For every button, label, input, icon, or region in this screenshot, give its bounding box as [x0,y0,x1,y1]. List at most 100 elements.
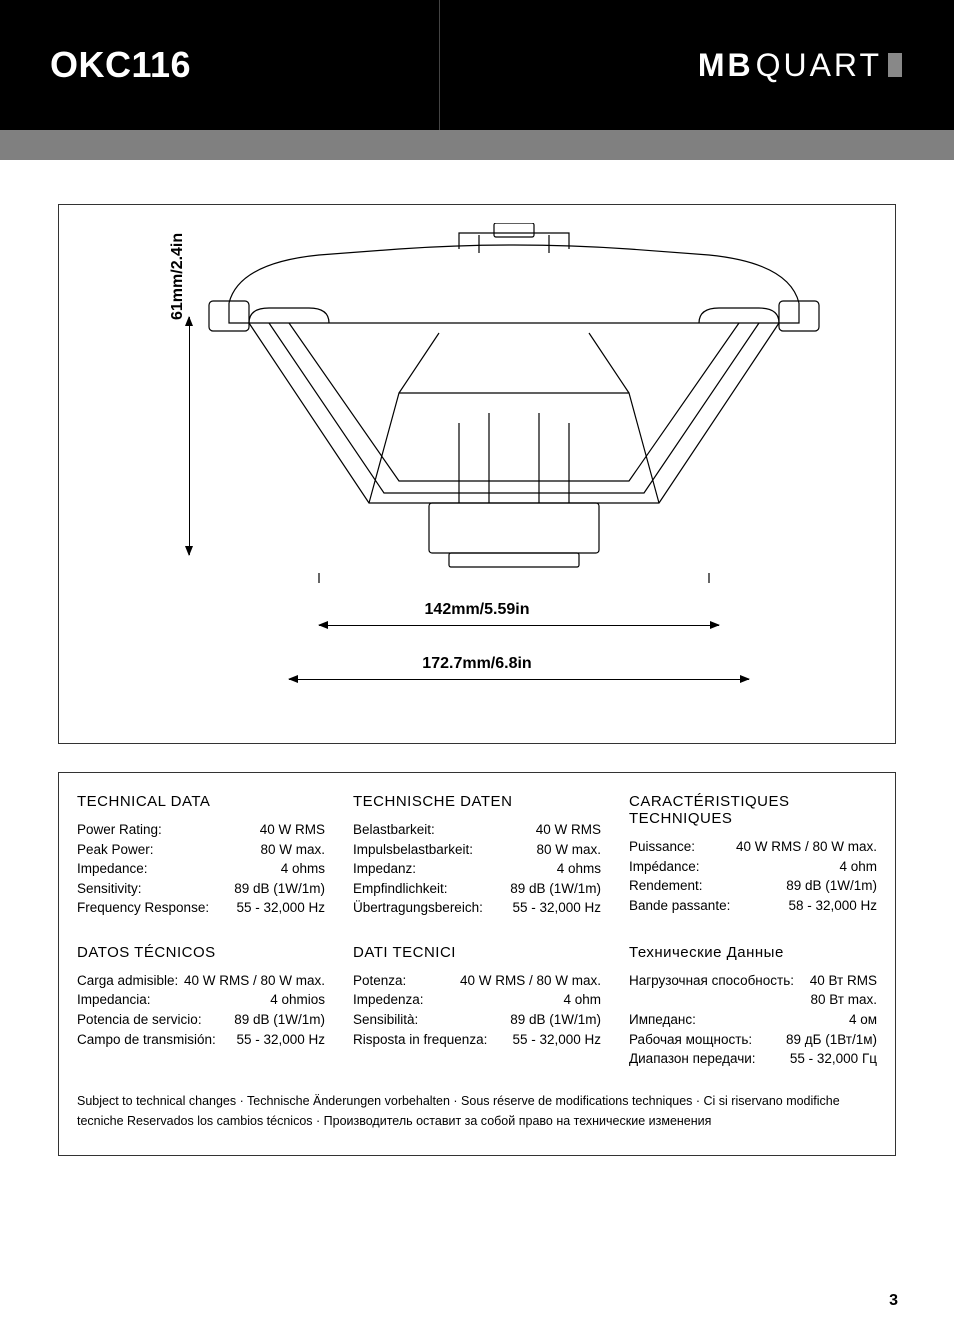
tech-col-it: DATI TECNICI Potenza:40 W RMS / 80 W max… [353,944,601,1069]
spec-value: 89 dB (1W/1m) [510,879,601,899]
spec-value: 40 W RMS / 80 W max. [736,837,877,857]
tech-title: CARACTÉRISTIQUES TECHNIQUES [629,793,877,827]
table-row: Impulsbelastbarkeit:80 W max. [353,840,601,860]
spec-label: Sensitivity: [77,879,142,899]
spec-label: Sensibilità: [353,1010,418,1030]
spec-value: 4 ohm [563,990,601,1010]
tech-col-fr: CARACTÉRISTIQUES TECHNIQUES Puissance: 40… [629,793,877,918]
spec-value: 4 ohmios [270,990,325,1010]
spec-label: Impédance: [629,857,700,877]
table-row: Impedanz: 4 ohms [353,859,601,879]
page-header: OKC116 MBQUART [0,0,954,130]
tech-title: DATOS TÉCNICOS [77,944,325,961]
dimension-h1-label: 142mm/5.59in [59,601,895,619]
dimension-line-vertical [189,317,190,555]
spec-label: Рабочая мощность: [629,1030,752,1050]
table-row: Frequency Response: 55 - 32,000 Hz [77,898,325,918]
spec-value: 4 ohms [281,859,325,879]
spec-label: Campo de transmisión: [77,1030,216,1050]
diagram-container: 61mm/2.4in 142mm/5.59in 172.7mm/6.8in [58,204,896,744]
tech-col-en: TECHNICAL DATA Power Rating: 40 W RMS Pea… [77,793,325,918]
spec-value: 55 - 32,000 Гц [790,1049,877,1069]
table-row: 80 Вт max. [629,990,877,1010]
spec-label: Puissance: [629,837,695,857]
spec-value: 4 ohms [557,859,601,879]
table-row: Puissance: 40 W RMS / 80 W max. [629,837,877,857]
spec-value: 40 W RMS [260,820,325,840]
spec-label: Impedenza: [353,990,424,1010]
table-row: Impedance: 4 ohms [77,859,325,879]
spec-label: Carga admisible: [77,971,178,991]
brand-thin: QUART [756,47,882,84]
table-row: Potenza: 40 W RMS / 80 W max. [353,971,601,991]
spec-label: Übertragungsbereich: [353,898,483,918]
tech-title: Технические Данные [629,944,877,961]
spec-label: Impedancia: [77,990,151,1010]
header-left: OKC116 [0,0,440,130]
spec-label: Risposta in frequenza: [353,1030,487,1050]
spec-value: 80 Вт max. [810,990,877,1010]
spec-value: 80 W max. [260,840,325,860]
spec-value: 40 Вт RMS [810,971,877,991]
dimension-vertical-label: 61mm/2.4in [169,233,187,320]
dimension-h2-label: 172.7mm/6.8in [59,655,895,673]
spec-value: 55 - 32,000 Hz [512,898,601,918]
table-row: Carga admisible: 40 W RMS / 80 W max. [77,971,325,991]
table-row: Campo de transmisión:55 - 32,000 Hz [77,1030,325,1050]
spec-label: Impedance: [77,859,148,879]
spec-label: Empfindlichkeit: [353,879,448,899]
technical-data-grid: TECHNICAL DATA Power Rating: 40 W RMS Pea… [77,793,877,1069]
spec-value: 89 dB (1W/1m) [234,1010,325,1030]
spec-label: Rendement: [629,876,703,896]
speaker-line-drawing [199,223,829,583]
grey-bar [0,130,954,160]
table-row: Диапазон передачи: 55 - 32,000 Гц [629,1049,877,1069]
spec-label: Power Rating: [77,820,162,840]
spec-label: Impulsbelastbarkeit: [353,840,473,860]
spec-value: 40 W RMS / 80 W max. [184,971,325,991]
table-row: Belastbarkeit: 40 W RMS [353,820,601,840]
model-name: OKC116 [50,44,191,86]
table-row: Power Rating: 40 W RMS [77,820,325,840]
tech-col-de: TECHNISCHE DATEN Belastbarkeit:40 W RMS … [353,793,601,918]
spec-label: Диапазон передачи: [629,1049,756,1069]
table-row: Sensibilità: 89 dB (1W/1m) [353,1010,601,1030]
spec-value: 4 ом [849,1010,877,1030]
spec-label: Potencia de servicio: [77,1010,202,1030]
spec-label: Frequency Response: [77,898,209,918]
spec-value: 4 ohm [839,857,877,877]
technical-data-container: TECHNICAL DATA Power Rating: 40 W RMS Pea… [58,772,896,1156]
table-row: Нагрузочная способность: 40 Вт RMS [629,971,877,991]
spec-value: 89 dB (1W/1m) [510,1010,601,1030]
spec-label: Impedanz: [353,859,416,879]
table-row: Impédance: 4 ohm [629,857,877,877]
tech-title: TECHNISCHE DATEN [353,793,601,810]
table-row: Sensitivity: 89 dB (1W/1m) [77,879,325,899]
tech-title: TECHNICAL DATA [77,793,325,810]
spec-value: 89 дБ (1Вт/1м) [786,1030,877,1050]
table-row: Bande passante:58 - 32,000 Hz [629,896,877,916]
spec-value: 40 W RMS [536,820,601,840]
spec-value: 40 W RMS / 80 W max. [460,971,601,991]
spec-value: 89 dB (1W/1m) [234,879,325,899]
table-row: Рабочая мощность: 89 дБ (1Вт/1м) [629,1030,877,1050]
tech-col-ru: Технические Данные Нагрузочная способнос… [629,944,877,1069]
spec-value: 55 - 32,000 Hz [236,898,325,918]
spec-label: Belastbarkeit: [353,820,435,840]
table-row: Impedenza: 4 ohm [353,990,601,1010]
brand-logo: MBQUART [698,47,902,84]
spec-label: Potenza: [353,971,406,991]
spec-label: Нагрузочная способность: [629,971,794,991]
table-row: Peak Power: 80 W max. [77,840,325,860]
spec-label: Peak Power: [77,840,154,860]
header-right: MBQUART [440,0,954,130]
table-row: Übertragungsbereich: 55 - 32,000 Hz [353,898,601,918]
dimension-line-h2 [289,679,749,680]
disclaimer-text: Subject to technical changes · Technisch… [77,1091,877,1131]
spec-value: 58 - 32,000 Hz [788,896,877,916]
spec-value: 55 - 32,000 Hz [512,1030,601,1050]
table-row: Potencia de servicio: 89 dB (1W/1m) [77,1010,325,1030]
spec-value: 89 dB (1W/1m) [786,876,877,896]
dimension-line-h1 [319,625,719,626]
table-row: Risposta in frequenza: 55 - 32,000 Hz [353,1030,601,1050]
